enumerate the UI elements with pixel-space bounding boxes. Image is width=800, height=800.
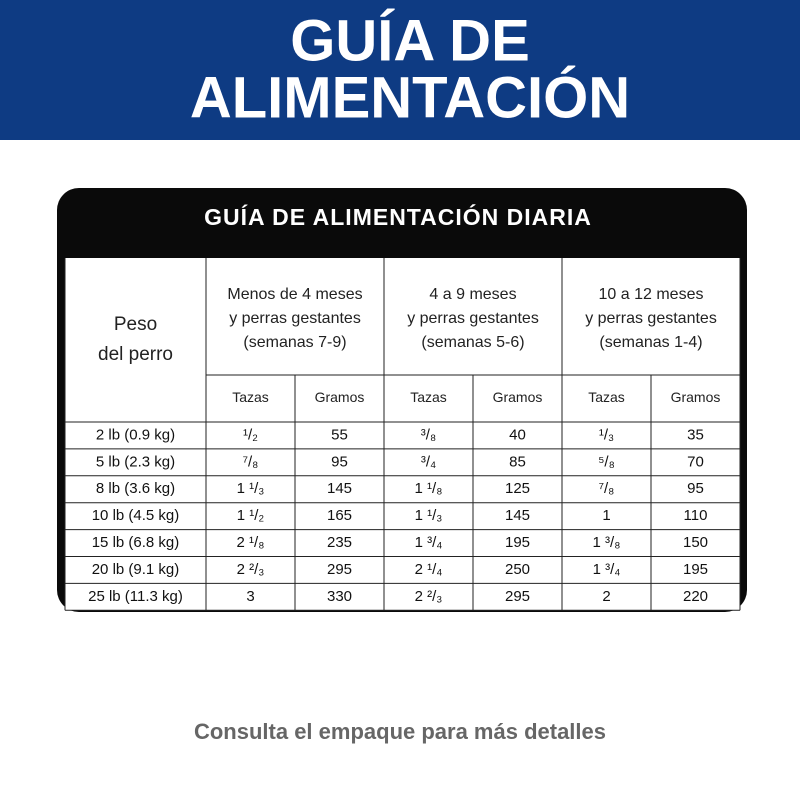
sub-header: Tazas (410, 389, 447, 405)
cell-value: 330 (327, 588, 352, 605)
cell-value: 95 (687, 480, 704, 497)
row-label: 8 lb (3.6 kg) (96, 480, 175, 497)
cell-value: 1 (602, 507, 610, 524)
cell-value: 2 ²/₃ (237, 561, 265, 578)
cell-value: 195 (505, 534, 530, 551)
cell-value: 235 (327, 534, 352, 551)
cell-value: ⁷/₈ (599, 480, 615, 497)
header-band (0, 0, 800, 140)
row-label: 10 lb (4.5 kg) (92, 507, 180, 524)
row-label: 25 lb (11.3 kg) (88, 588, 183, 605)
cell-value: 95 (331, 453, 348, 470)
cell-value: 3 (246, 588, 254, 605)
group-header: y perras gestantes (407, 310, 539, 327)
weight-header: del perro (98, 344, 173, 365)
row-label: 2 lb (0.9 kg) (96, 426, 175, 443)
cell-value: 1 ³/₄ (415, 534, 443, 551)
cell-value: 220 (683, 588, 708, 605)
row-label: 20 lb (9.1 kg) (92, 561, 180, 578)
cell-value: 2 (602, 588, 610, 605)
cell-value: 35 (687, 426, 704, 443)
group-header: (semanas 7-9) (243, 334, 346, 351)
cell-value: ³/₈ (421, 426, 436, 443)
cell-value: 85 (509, 453, 526, 470)
cell-value: 150 (683, 534, 708, 551)
sub-header: Gramos (671, 389, 721, 405)
group-header: Menos de 4 meses (227, 286, 362, 303)
cell-value: ⁵/₈ (598, 453, 615, 470)
sub-header: Tazas (588, 389, 625, 405)
sub-header: Tazas (232, 389, 269, 405)
cell-value: 145 (505, 507, 530, 524)
table-title: GUÍA DE ALIMENTACIÓN DIARIA (204, 203, 592, 230)
cell-value: 145 (327, 480, 352, 497)
group-header: y perras gestantes (585, 310, 717, 327)
header-title: GUÍA DE (290, 8, 530, 73)
cell-value: 1 ¹/₃ (237, 480, 265, 497)
cell-value: 2 ²/₃ (415, 588, 443, 605)
cell-value: 70 (687, 453, 704, 470)
cell-value: 195 (683, 561, 708, 578)
group-header: y perras gestantes (229, 310, 361, 327)
cell-value: 1 ³/₄ (593, 561, 621, 578)
group-header: 10 a 12 meses (599, 286, 704, 303)
row-label: 5 lb (2.3 kg) (96, 453, 175, 470)
cell-value: 125 (505, 480, 530, 497)
cell-value: ¹/₃ (599, 426, 614, 443)
cell-value: 295 (505, 588, 530, 605)
cell-value: 2 ¹/₄ (415, 561, 443, 578)
cell-value: 1 ³/₈ (593, 534, 621, 551)
cell-value: ¹/₂ (243, 426, 258, 443)
footer-note: Consulta el empaque para más detalles (194, 719, 606, 744)
cell-value: 40 (509, 426, 526, 443)
table-body (65, 258, 740, 610)
cell-value: 295 (327, 561, 352, 578)
cell-value: 1 ¹/₈ (415, 480, 443, 497)
group-header: 4 a 9 meses (429, 286, 516, 303)
header-title: ALIMENTACIÓN (190, 65, 630, 130)
cell-value: 2 ¹/₈ (237, 534, 265, 551)
cell-value: 1 ¹/₂ (237, 507, 265, 524)
cell-value: 55 (331, 426, 348, 443)
cell-value: ³/₄ (421, 453, 436, 470)
group-header: (semanas 5-6) (421, 334, 524, 351)
sub-header: Gramos (315, 389, 365, 405)
cell-value: 110 (684, 507, 708, 524)
row-label: 15 lb (6.8 kg) (92, 534, 180, 551)
cell-value: ⁷/₈ (243, 453, 259, 470)
sub-header: Gramos (493, 389, 543, 405)
cell-value: 1 ¹/₃ (415, 507, 443, 524)
cell-value: 165 (327, 507, 352, 524)
group-header: (semanas 1-4) (599, 334, 702, 351)
weight-header: Peso (114, 314, 157, 335)
cell-value: 250 (505, 561, 530, 578)
